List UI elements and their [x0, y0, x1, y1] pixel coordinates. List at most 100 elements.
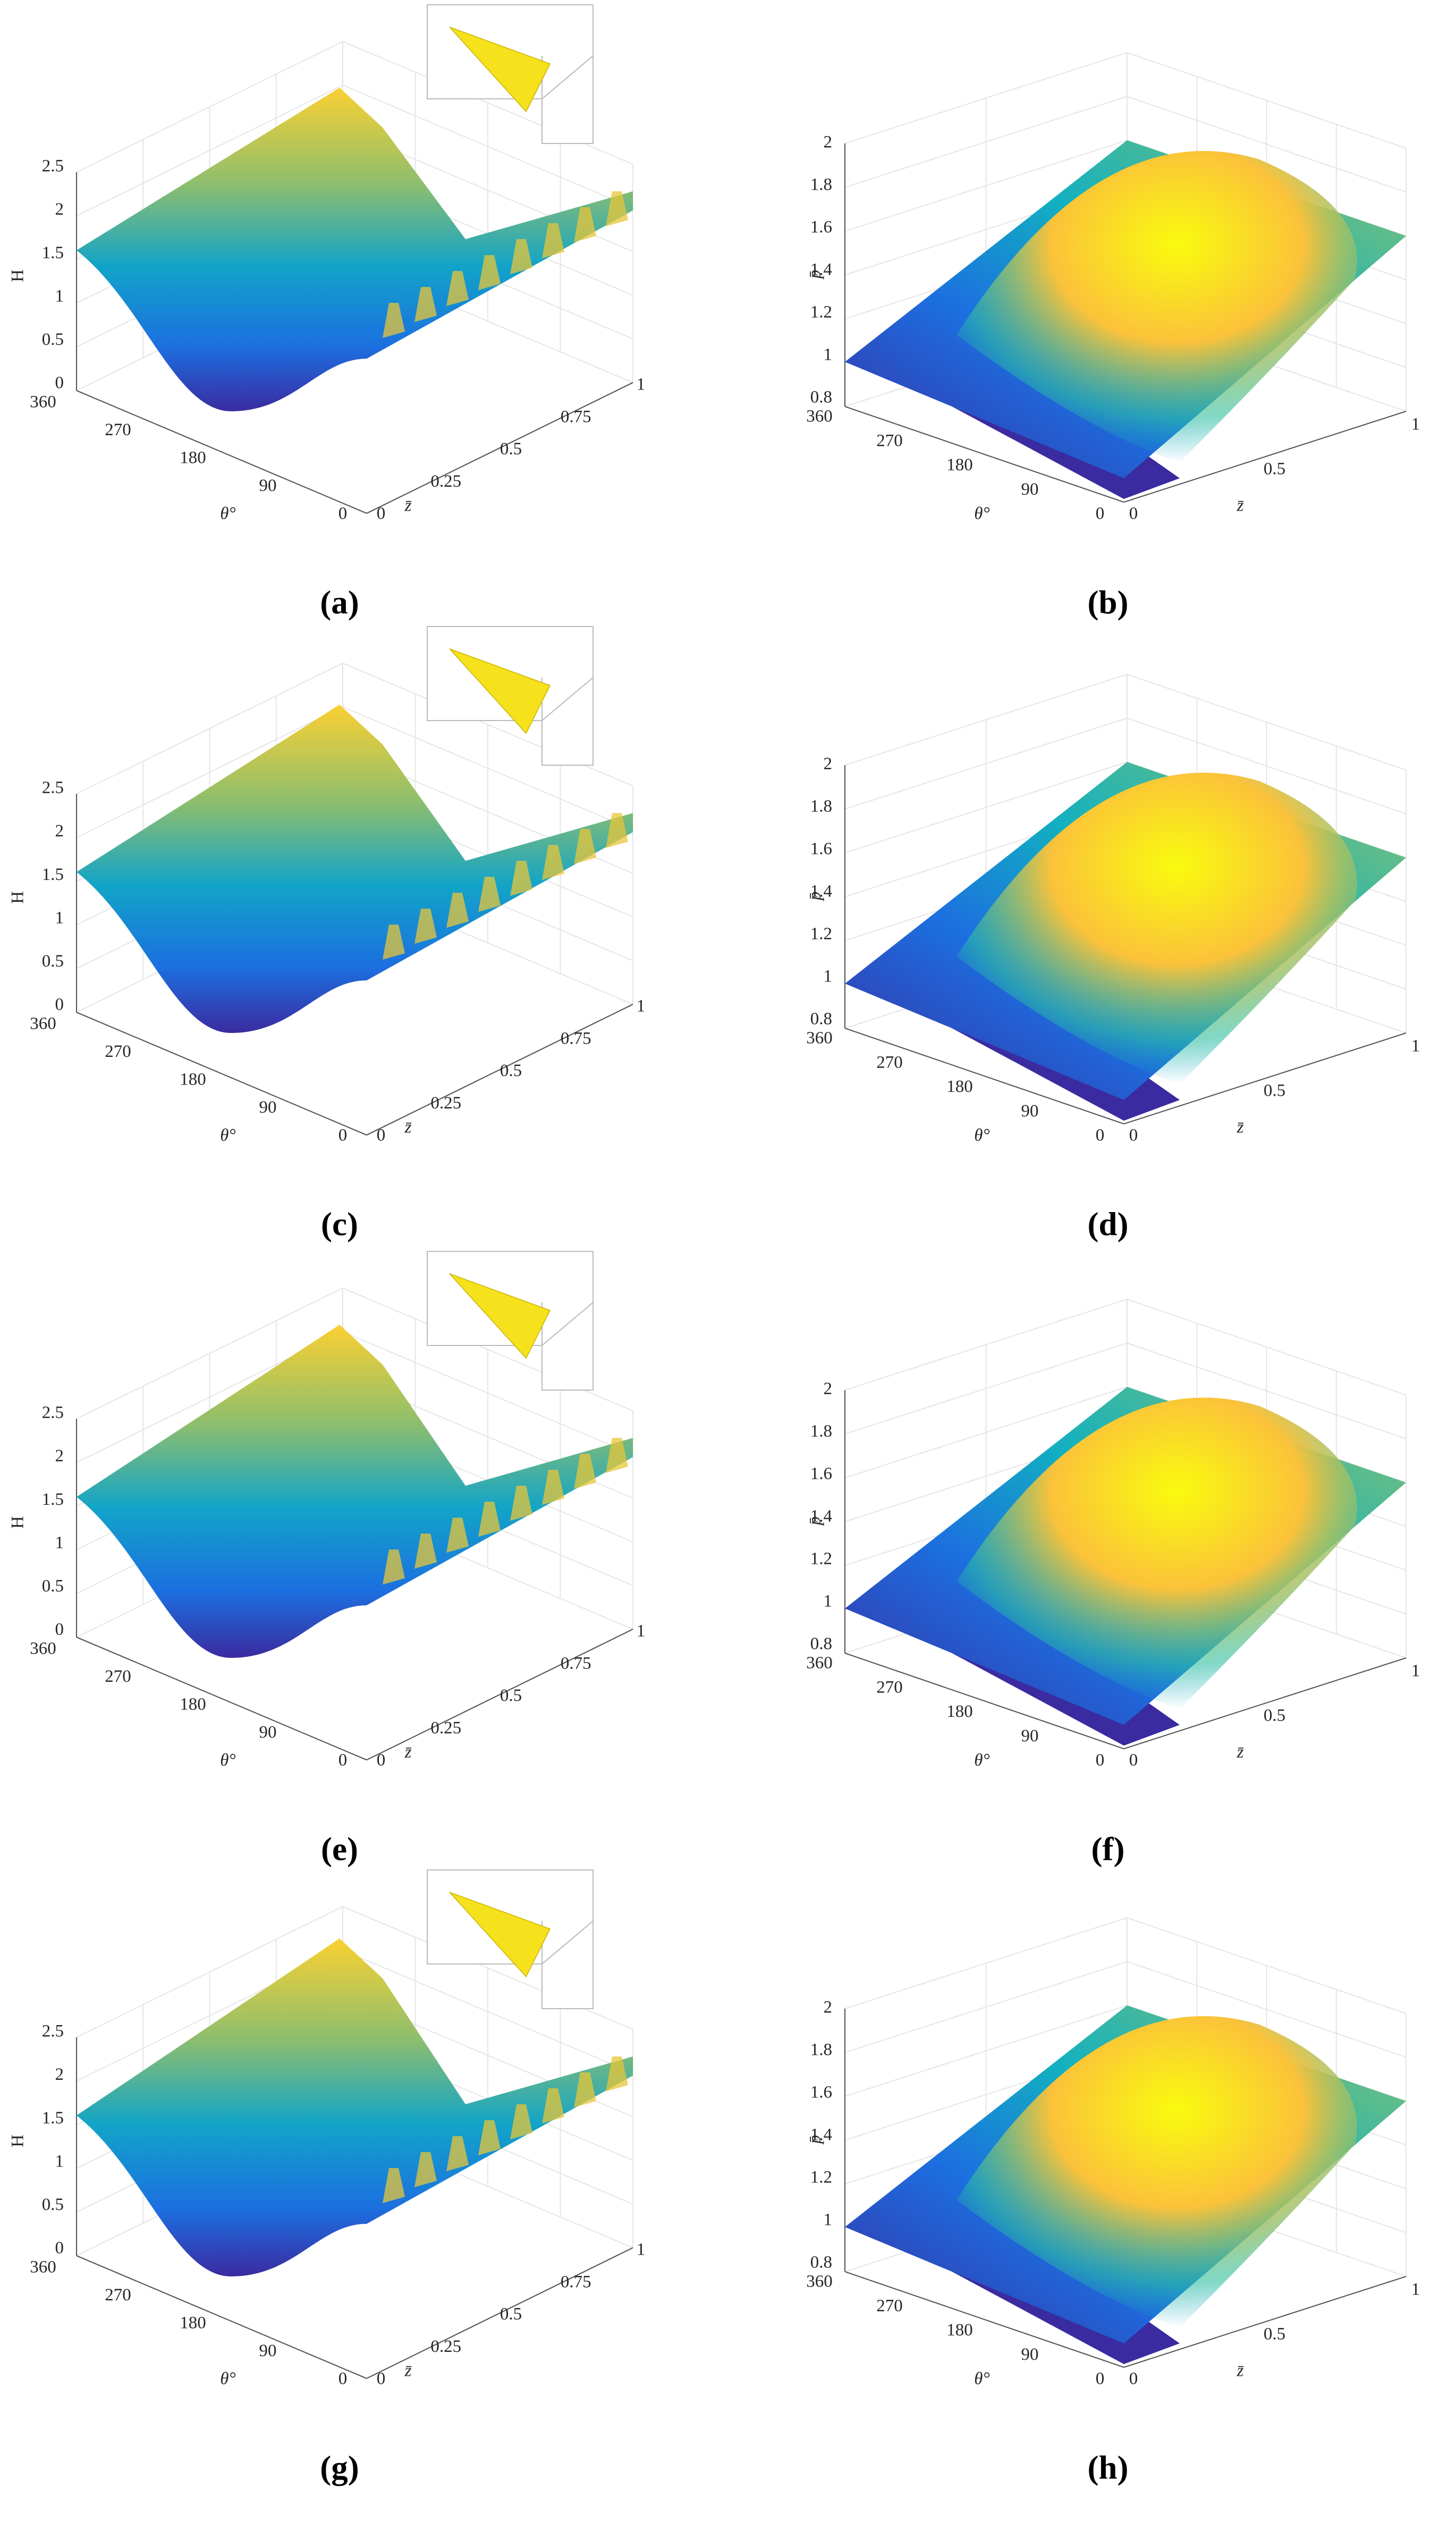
tick-label: 180: [180, 448, 206, 468]
tick-label: 2.5: [42, 157, 64, 176]
tick-label: 1: [637, 997, 645, 1016]
tick-label: 2.5: [42, 2022, 64, 2041]
tick-label: 0: [1129, 2369, 1138, 2389]
tick-label: 0: [1129, 1126, 1138, 1145]
axis-line: [1123, 2275, 1407, 2368]
tick-label: 1.2: [810, 303, 832, 322]
tick-label: 270: [876, 431, 902, 450]
surface-ridge: [478, 1501, 501, 1537]
tick-label: 1: [1411, 2280, 1420, 2299]
tick-label: 360: [806, 407, 832, 426]
tick-label: 0.25: [430, 1094, 461, 1113]
tick-label: 1: [55, 908, 64, 927]
tick-label: 0: [55, 995, 64, 1014]
axis-title: θ°: [220, 1751, 235, 1770]
surface-ridge: [606, 1437, 629, 1473]
tick-label: 0: [377, 2369, 386, 2389]
axis-title: p̄: [806, 2135, 825, 2145]
surface-ridge: [414, 908, 437, 944]
axis-title: z̄: [404, 1743, 412, 1762]
axis-line: [76, 1012, 367, 1136]
tick-label: 270: [105, 1042, 131, 1061]
surface-ridge: [478, 876, 501, 912]
tick-label: 2: [55, 2065, 64, 2084]
grid-line: [844, 674, 1407, 771]
surface-ridge: [542, 2088, 565, 2123]
axis-line: [844, 1028, 1124, 1124]
tick-label: 0: [338, 1751, 348, 1770]
surface-ridge: [478, 2120, 501, 2155]
tick-label: 1.5: [42, 865, 64, 884]
tick-label: 1.6: [810, 840, 832, 859]
tick-label: 1.8: [810, 2041, 832, 2060]
tick-label: 0: [338, 504, 348, 523]
axis-title: H: [9, 1516, 28, 1529]
tick-label: 90: [1021, 1102, 1039, 1121]
axis-title: θ°: [220, 504, 235, 523]
tick-label: 270: [876, 1678, 902, 1697]
surface-ridge: [606, 2056, 629, 2092]
tick-label: 1: [1411, 1037, 1420, 1056]
tick-label: 0.5: [500, 439, 522, 459]
tick-label: 90: [1021, 480, 1039, 499]
axis-title: z̄: [1237, 2361, 1245, 2381]
panel-label: (d): [1088, 1205, 1129, 1242]
tick-label: 2.5: [42, 778, 64, 798]
tick-label: 90: [1021, 1726, 1039, 1746]
axis-line: [1123, 1657, 1407, 1749]
grid-line: [844, 52, 1407, 149]
grid-line: [844, 1917, 1407, 2014]
tick-label: 1.5: [42, 243, 64, 263]
tick-label: 0.8: [810, 1010, 832, 1029]
axis-title: θ°: [220, 2369, 235, 2389]
tick-label: 0: [55, 374, 64, 393]
axis-title: p̄: [806, 270, 825, 280]
panel-label: (b): [1088, 583, 1129, 621]
surface-ridge: [510, 239, 533, 274]
tick-label: 360: [806, 1654, 832, 1673]
tick-label: 0: [55, 1620, 64, 1639]
tick-label: 0: [1129, 1751, 1138, 1770]
grid-line: [844, 1299, 1407, 1395]
inset-edge: [541, 677, 594, 721]
tick-label: 0: [1096, 1751, 1105, 1770]
tick-label: 0.25: [430, 472, 461, 491]
tick-label: 270: [105, 1667, 131, 1686]
panel: 0 0.5 1 1.5 2 2.5 360 270 180 90 0 0 0.25 0.5 0.75 1 Hθ°…: [9, 1869, 645, 2486]
axis-title: z̄: [1237, 1743, 1245, 1762]
inset-edge: [541, 55, 594, 99]
surface-ridge: [510, 2104, 533, 2139]
axis-title: p̄: [806, 1517, 825, 1526]
inset-shape: [449, 1273, 551, 1359]
axis-title: z̄: [404, 496, 412, 515]
tick-label: 360: [806, 1029, 832, 1048]
axis-title: z̄: [404, 1118, 412, 1137]
tick-label: 1.8: [810, 1422, 832, 1441]
axis-line: [366, 1004, 633, 1136]
tick-label: 180: [946, 1077, 972, 1096]
tick-label: 1: [824, 1592, 832, 1611]
axis-line: [1123, 410, 1407, 503]
tick-label: 1: [824, 2211, 832, 2230]
axis-title: θ°: [974, 2369, 989, 2389]
axis-title: z̄: [404, 2361, 412, 2381]
axis-title: p̄: [806, 892, 825, 901]
tick-label: 0: [377, 1126, 386, 1145]
surface: [77, 1938, 633, 2276]
tick-label: 0: [338, 1126, 348, 1145]
tick-label: 270: [876, 2296, 902, 2315]
tick-label: 180: [946, 1702, 972, 1721]
surface-ridge: [510, 860, 533, 896]
tick-label: 2: [824, 1998, 832, 2017]
tick-label: 0.5: [42, 1577, 64, 1596]
tick-label: 1.2: [810, 2168, 832, 2187]
tick-label: 1.2: [810, 925, 832, 944]
panel: 0.8 1 1.2 1.4 1.6 1.8 2 360 270 180 90 0 0 0.5 1 p̄ θ° z̄…: [806, 52, 1420, 621]
surface-ridge: [446, 2136, 469, 2171]
tick-label: 90: [259, 1723, 277, 1742]
axis-title: θ°: [974, 1126, 989, 1145]
tick-label: 360: [30, 2258, 56, 2277]
tick-label: 90: [259, 476, 277, 495]
inset-shape: [449, 27, 551, 113]
panel: 0 0.5 1 1.5 2 2.5 360 270 180 90 0 0 0.25 0.5 0.75 1 Hθ°…: [9, 1250, 645, 1867]
